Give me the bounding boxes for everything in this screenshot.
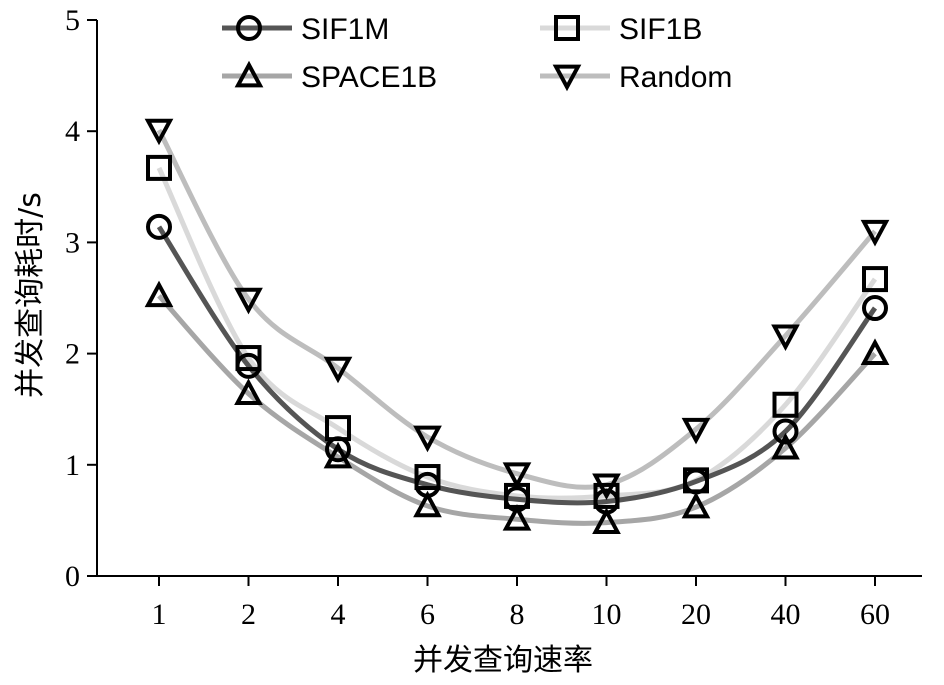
y-tick-label: 4: [65, 115, 80, 148]
x-axis-ticks: 1 2 4 6 8 10 20 40 60: [152, 576, 890, 631]
series-line-sif1m: [156, 225, 878, 506]
data-point-sif1b: [146, 154, 172, 181]
data-point-space1b: [413, 490, 442, 518]
data-point-sif1b: [772, 391, 799, 418]
legend-label: SPACE1B: [301, 61, 437, 94]
data-point-sif1m: [235, 352, 262, 379]
series-line-sif1b: [156, 166, 878, 501]
x-tick-label: 20: [681, 598, 711, 631]
data-point-random: [502, 462, 532, 489]
legend-item-random: Random: [540, 61, 732, 94]
x-tick-label: 10: [592, 598, 622, 631]
series-markers: [144, 118, 890, 534]
x-tick-label: 4: [331, 598, 346, 631]
legend-label: Random: [619, 61, 732, 94]
y-tick-label: 3: [65, 226, 80, 259]
y-axis-title: 并发查询耗时/s: [13, 192, 48, 398]
data-point-random: [413, 425, 442, 453]
data-point-sif1m: [414, 471, 441, 498]
data-point-random: [860, 219, 890, 247]
y-tick-label: 5: [65, 4, 80, 37]
data-point-sif1m: [862, 295, 888, 322]
y-tick-label: 2: [65, 338, 80, 371]
x-tick-label: 40: [771, 598, 801, 631]
data-point-sif1m: [504, 486, 530, 513]
data-point-space1b: [323, 441, 353, 469]
data-point-random: [144, 118, 174, 146]
x-tick-label: 60: [860, 598, 890, 631]
data-point-sif1b: [235, 345, 262, 372]
data-point-sif1m: [325, 436, 351, 463]
data-point-space1b: [234, 378, 263, 405]
data-point-random: [681, 417, 711, 445]
data-point-space1b: [592, 507, 621, 534]
legend-marker: [234, 60, 264, 88]
legend-item-sif1m: SIF1M: [222, 13, 389, 46]
data-point-random: [323, 356, 353, 384]
data-point-random: [592, 473, 621, 501]
legend-marker: [552, 64, 582, 92]
y-axis-ticks: 0 1 2 3 4 5: [65, 4, 97, 593]
data-point-sif1m: [683, 468, 709, 495]
data-point-space1b: [502, 504, 532, 531]
x-tick-label: 1: [152, 598, 167, 631]
data-point-sif1m: [772, 418, 799, 445]
legend-item-space1b: SPACE1B: [222, 60, 437, 94]
data-point-sif1m: [593, 488, 620, 515]
x-tick-label: 6: [420, 598, 435, 631]
legend-item-sif1b: SIF1B: [540, 13, 702, 46]
legend: SIF1M SIF1B SPACE1B Random: [222, 13, 732, 94]
legend-label: SIF1M: [301, 13, 389, 46]
legend-label: SIF1B: [619, 13, 702, 46]
data-point-space1b: [860, 338, 890, 365]
data-point-sif1b: [414, 464, 441, 491]
x-axis-title: 并发查询速率: [413, 643, 593, 678]
legend-marker: [236, 15, 262, 41]
series-line-space1b: [157, 294, 877, 526]
x-tick-label: 8: [510, 598, 525, 631]
y-tick-label: 0: [65, 560, 80, 593]
data-point-sif1m: [146, 213, 172, 240]
data-point-space1b: [681, 491, 711, 519]
series-lines: [156, 128, 878, 526]
data-point-random: [234, 287, 263, 315]
series-line-random: [156, 128, 877, 490]
data-point-sif1b: [862, 266, 888, 293]
y-tick-label: 1: [65, 449, 80, 482]
x-tick-label: 2: [241, 598, 256, 631]
data-point-random: [771, 324, 800, 352]
data-point-space1b: [771, 432, 800, 460]
legend-marker: [554, 15, 580, 41]
data-point-space1b: [144, 280, 174, 308]
